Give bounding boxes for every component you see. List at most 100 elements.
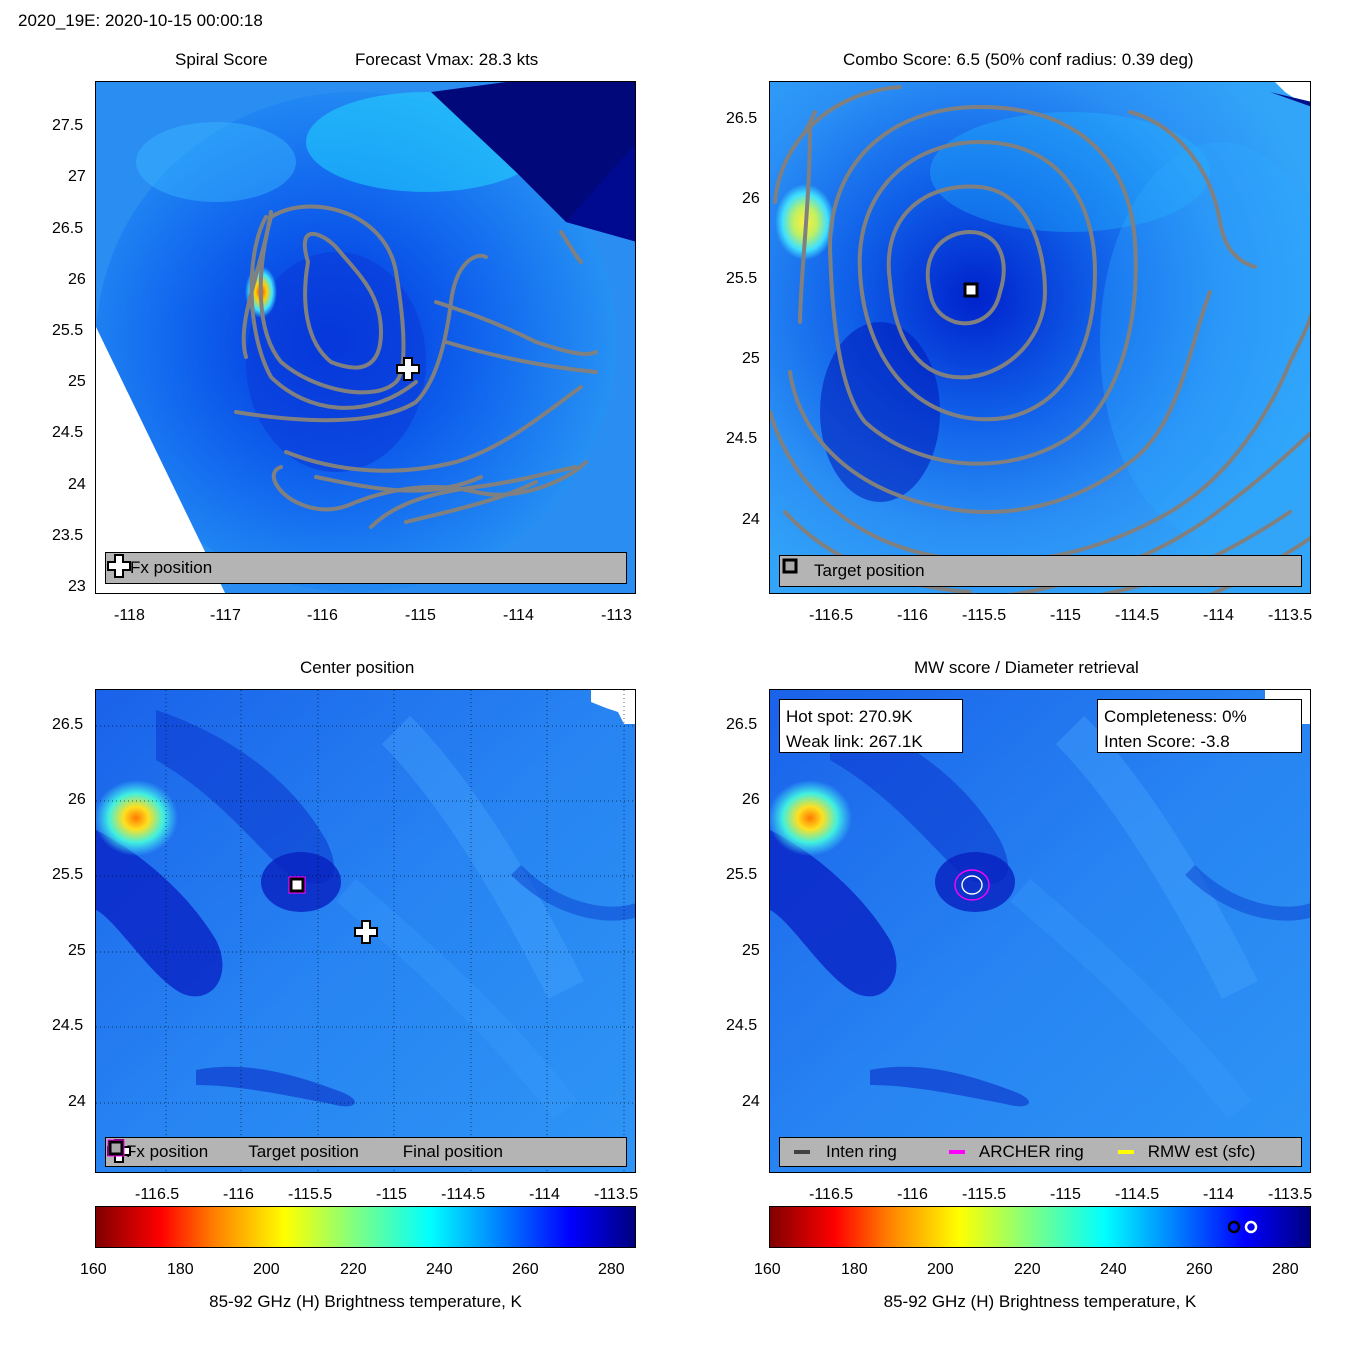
combo-score-map: Target position <box>769 81 1311 594</box>
y-tick: 25 <box>742 942 760 959</box>
spiral-title: Spiral Score <box>175 50 268 69</box>
combo-legend: Target position <box>779 555 1302 587</box>
y-tick: 26.5 <box>726 716 758 733</box>
fx-position-marker <box>396 357 420 381</box>
mw-title: MW score / Diameter retrieval <box>914 658 1139 677</box>
y-tick: 25.5 <box>52 322 84 339</box>
y-tick: 26.5 <box>726 110 758 127</box>
x-tick: -113.5 <box>1268 607 1313 624</box>
x-tick: -115 <box>376 1186 407 1203</box>
x-tick: -114 <box>503 607 534 624</box>
legend-target-position: Target position <box>248 1142 359 1161</box>
x-tick: -114 <box>1203 1186 1234 1203</box>
y-tick: 25.5 <box>52 866 84 883</box>
hot-spot-value: Hot spot: 270.9K <box>786 707 913 726</box>
inten-ring-icon <box>794 1150 810 1154</box>
colorbar-label: 85-92 GHz (H) Brightness temperature, K <box>209 1292 522 1311</box>
fx-position-marker <box>354 920 378 944</box>
cbar-tick: 220 <box>340 1261 367 1278</box>
x-tick: -115.5 <box>962 607 1007 624</box>
y-tick: 27.5 <box>52 117 84 134</box>
target-position-icon <box>108 1140 124 1156</box>
y-tick: 24.5 <box>726 430 758 447</box>
cbar-tick: 200 <box>927 1261 954 1278</box>
mw-legend: Inten ring ARCHER ring RMW est (sfc) <box>779 1137 1302 1167</box>
figure-title: 2020_19E: 2020-10-15 00:00:18 <box>18 11 263 30</box>
cbar-tick: 280 <box>1272 1261 1299 1278</box>
cbar-tick: 160 <box>80 1261 107 1278</box>
archer-ring <box>954 869 990 901</box>
x-tick: -113 <box>601 607 632 624</box>
legend-archer-ring: ARCHER ring <box>978 1142 1084 1161</box>
center-legend: Fx position Target position Final positi… <box>105 1137 627 1167</box>
x-tick: -116.5 <box>135 1186 180 1203</box>
spiral-score-map: Fx position <box>95 81 636 594</box>
cbar-tick: 200 <box>253 1261 280 1278</box>
cbar-tick: 160 <box>754 1261 781 1278</box>
x-tick: -116.5 <box>809 1186 854 1203</box>
center-title: Center position <box>300 658 415 677</box>
cbar-tick: 240 <box>1100 1261 1127 1278</box>
colorbar-left <box>95 1206 636 1248</box>
x-tick: -114.5 <box>1115 607 1160 624</box>
colorbar-markers <box>1227 1220 1258 1234</box>
x-tick: -113.5 <box>1268 1186 1313 1203</box>
cbar-tick: 180 <box>841 1261 868 1278</box>
y-tick: 26.5 <box>52 716 84 733</box>
cbar-tick: 280 <box>598 1261 625 1278</box>
y-tick: 23.5 <box>52 527 84 544</box>
fx-position-icon <box>107 554 131 578</box>
cbar-tick: 260 <box>512 1261 539 1278</box>
cbar-tick: 240 <box>426 1261 453 1278</box>
colorbar-label: 85-92 GHz (H) Brightness temperature, K <box>883 1292 1197 1311</box>
x-tick: -115.5 <box>288 1186 333 1203</box>
cbar-tick: 220 <box>1014 1261 1041 1278</box>
y-tick: 25.5 <box>726 866 758 883</box>
legend-target-position: Target position <box>814 561 925 580</box>
x-tick: -118 <box>114 607 145 624</box>
x-tick: -116 <box>223 1186 254 1203</box>
legend-fx-position: Fx position <box>130 558 213 577</box>
x-tick: -116 <box>307 607 338 624</box>
y-tick: 26 <box>68 791 86 808</box>
x-tick: -114 <box>529 1186 560 1203</box>
rmw-est-icon <box>1117 1150 1134 1154</box>
y-tick: 24 <box>68 476 86 493</box>
legend-inten-ring: Inten ring <box>826 1142 897 1161</box>
x-tick: -115 <box>405 607 436 624</box>
y-tick: 26.5 <box>52 220 84 237</box>
mw-score-map: Hot spot: 270.9K Weak link: 267.1K Compl… <box>769 689 1311 1173</box>
cbar-tick: 180 <box>167 1261 194 1278</box>
y-tick: 24.5 <box>726 1017 758 1034</box>
legend-fx-position: Fx position <box>126 1142 209 1161</box>
x-tick: -115 <box>1050 607 1081 624</box>
center-position-map: Fx position Target position Final positi… <box>95 689 636 1173</box>
spiral-legend: Fx position <box>105 552 627 584</box>
x-tick: -114.5 <box>1115 1186 1160 1203</box>
cbar-tick: 260 <box>1186 1261 1213 1278</box>
weak-link-value: Weak link: 267.1K <box>786 732 923 751</box>
y-tick: 25 <box>742 350 760 367</box>
final-position-marker <box>288 876 306 894</box>
x-tick: -114 <box>1203 607 1234 624</box>
y-tick: 26 <box>68 271 86 288</box>
y-tick: 24 <box>742 1093 760 1110</box>
y-tick: 24.5 <box>52 424 84 441</box>
completeness-box: Completeness: 0% Inten Score: -3.8 <box>1097 699 1302 753</box>
y-tick: 23 <box>68 578 86 595</box>
target-position-marker <box>963 282 979 298</box>
x-tick: -117 <box>210 607 241 624</box>
y-tick: 25.5 <box>726 270 758 287</box>
hot-spot-box: Hot spot: 270.9K Weak link: 267.1K <box>779 699 963 753</box>
y-tick: 24 <box>742 511 760 528</box>
x-tick: -116.5 <box>809 607 854 624</box>
x-tick: -115 <box>1050 1186 1081 1203</box>
y-tick: 25 <box>68 942 86 959</box>
x-tick: -113.5 <box>594 1186 639 1203</box>
x-tick: -114.5 <box>441 1186 486 1203</box>
y-tick: 26 <box>742 791 760 808</box>
colorbar-right <box>769 1206 1311 1248</box>
legend-rmw-est: RMW est (sfc) <box>1147 1142 1256 1161</box>
combo-title: Combo Score: 6.5 (50% conf radius: 0.39 … <box>843 50 1194 69</box>
y-tick: 27 <box>68 168 86 185</box>
